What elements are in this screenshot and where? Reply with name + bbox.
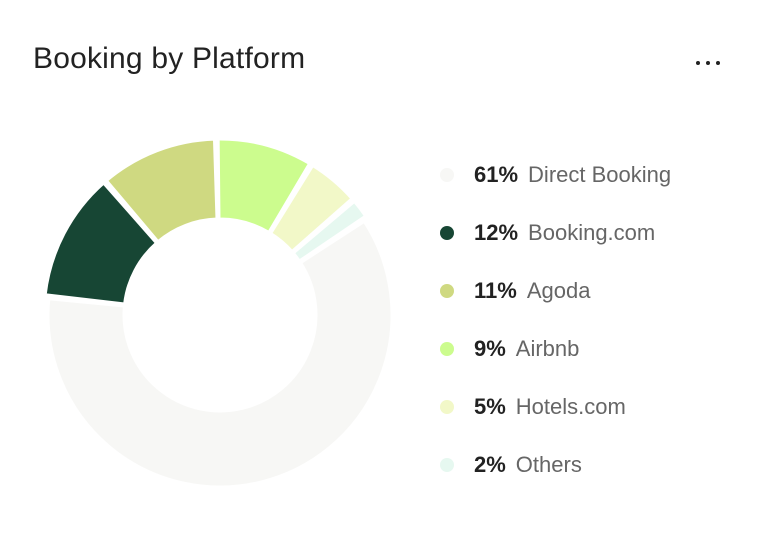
legend-swatch xyxy=(440,342,454,356)
more-dot xyxy=(696,61,700,65)
card-title: Booking by Platform xyxy=(33,42,306,75)
legend-swatch xyxy=(440,168,454,182)
donut-slice-booking-com[interactable] xyxy=(43,180,159,306)
legend-item: 61% Direct Booking xyxy=(440,146,671,204)
more-options-icon[interactable] xyxy=(686,48,730,78)
legend-percent: 12% xyxy=(474,220,519,245)
legend-percent: 2% xyxy=(474,452,506,477)
donut-slice-hotels-com[interactable] xyxy=(268,163,355,254)
legend-swatch xyxy=(440,284,454,298)
more-dot xyxy=(706,61,710,65)
legend-label: Agoda xyxy=(526,278,591,303)
legend-label: Hotels.com xyxy=(515,394,626,419)
donut-chart xyxy=(43,137,394,489)
donut-slice-direct-booking[interactable] xyxy=(46,219,394,489)
legend-label: Others xyxy=(515,452,582,477)
legend-percent: 11% xyxy=(474,278,517,303)
legend-item: 9% Airbnb xyxy=(440,320,671,378)
donut-slice-airbnb[interactable] xyxy=(216,137,312,235)
legend-swatch xyxy=(440,458,454,472)
legend-percent: 9% xyxy=(474,336,506,361)
legend-percent: 61% xyxy=(474,162,519,187)
legend-label: Direct Booking xyxy=(528,162,672,187)
legend-item: 5% Hotels.com xyxy=(440,378,671,436)
donut-slice-others[interactable] xyxy=(291,199,368,264)
legend-label: Booking.com xyxy=(528,220,656,245)
more-dot xyxy=(716,61,720,65)
chart-legend: 61% Direct Booking 12% Booking.com 11% Agoda 9… xyxy=(440,146,671,494)
legend-percent: 5% xyxy=(474,394,506,419)
legend-swatch xyxy=(440,400,454,414)
legend-label: Airbnb xyxy=(515,336,580,361)
donut-slice-agoda[interactable] xyxy=(104,137,219,244)
legend-item: 12% Booking.com xyxy=(440,204,671,262)
legend-item: 2% Others xyxy=(440,436,671,494)
legend-item: 11% Agoda xyxy=(440,262,671,320)
legend-swatch xyxy=(440,226,454,240)
